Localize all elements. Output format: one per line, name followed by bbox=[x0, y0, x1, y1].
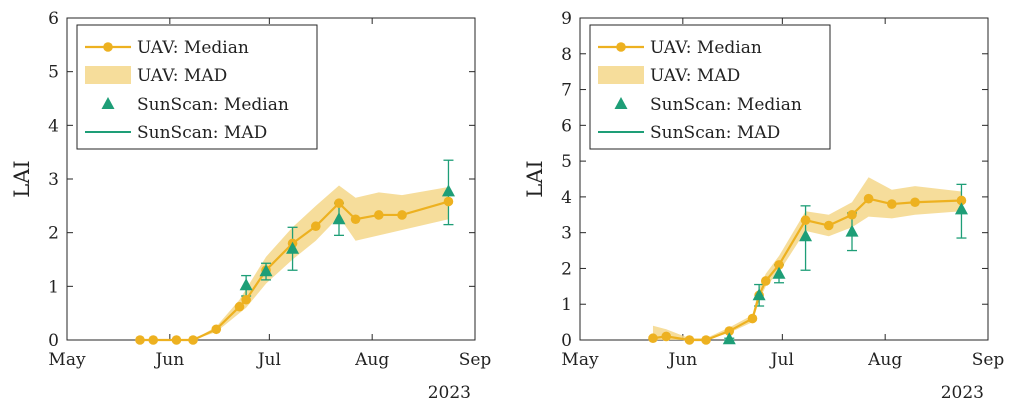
sunscan-median-point bbox=[259, 264, 273, 277]
uav-median-point bbox=[747, 313, 758, 324]
uav-median-point bbox=[887, 199, 897, 209]
sunscan-median-point bbox=[441, 184, 455, 197]
chart-panel-1: 0 1 2 3 4 5 6 May Jun Jul Aug Sep 2023 LAI UAV: Median… bbox=[10, 9, 491, 403]
sunscan-median-point bbox=[286, 241, 300, 254]
uav-median-line bbox=[652, 197, 962, 342]
x-tick-label: Jun bbox=[153, 350, 184, 370]
y-tick-label: 2 bbox=[561, 259, 572, 279]
y-tick-label: 1 bbox=[48, 277, 59, 297]
x-tick-label: May bbox=[48, 350, 86, 370]
sunscan-median-point bbox=[332, 212, 346, 225]
uav-median-point bbox=[910, 197, 920, 208]
y-tick-label: 1 bbox=[561, 295, 572, 315]
sunscan-median-point bbox=[799, 229, 813, 242]
legend-uav-median-marker bbox=[616, 42, 626, 52]
legend-uav-mad-swatch bbox=[85, 66, 131, 84]
legend-uav-mad-swatch bbox=[598, 66, 644, 84]
legend: UAV: Median UAV: MAD SunScan: Median SunSca… bbox=[589, 24, 831, 150]
y-tick-label: 0 bbox=[48, 331, 59, 351]
legend-sunscan-median-marker bbox=[101, 97, 115, 109]
legend-box bbox=[589, 24, 831, 150]
uav-median-point bbox=[310, 221, 321, 232]
legend-label: SunScan: MAD bbox=[650, 123, 780, 143]
y-tick-label: 0 bbox=[561, 331, 572, 351]
y-tick-label: 4 bbox=[48, 116, 59, 136]
legend-sunscan-median-marker bbox=[614, 97, 628, 109]
y-tick-label: 5 bbox=[561, 152, 572, 172]
y-tick-label: 4 bbox=[561, 188, 572, 208]
uav-median-point bbox=[188, 335, 198, 345]
chart-panel-2: 0 1 2 3 4 5 6 7 8 9 May Jun Jul Aug Sep 2023 LAI UAV: Med… bbox=[523, 9, 1004, 403]
uav-median-point bbox=[443, 196, 454, 207]
uav-median-point bbox=[648, 333, 658, 344]
y-tick-label: 7 bbox=[561, 81, 572, 101]
uav-median-point bbox=[397, 210, 407, 220]
uav-median-point bbox=[684, 335, 695, 345]
uav-mad-band bbox=[139, 185, 449, 340]
y-tick-label: 5 bbox=[48, 63, 59, 83]
y-axis-label: LAI bbox=[10, 160, 34, 197]
legend-label: SunScan: Median bbox=[650, 95, 802, 115]
legend-label: SunScan: MAD bbox=[137, 123, 267, 143]
sunscan-median-point bbox=[954, 202, 968, 215]
uav-median-point bbox=[171, 335, 182, 345]
y-axis-label: LAI bbox=[523, 160, 547, 197]
sunscan-median-point bbox=[239, 278, 253, 291]
x-tick-label: Aug bbox=[354, 350, 389, 370]
sunscan-median-point bbox=[722, 332, 736, 345]
x-year-label: 2023 bbox=[428, 383, 471, 403]
legend-uav-median-marker bbox=[103, 42, 113, 52]
y-tick-label: 3 bbox=[48, 170, 59, 190]
uav-median-point bbox=[800, 215, 811, 225]
sunscan-median-point bbox=[845, 224, 859, 237]
uav-median-point bbox=[350, 214, 361, 225]
uav-median-point bbox=[760, 276, 771, 286]
legend-label: UAV: Median bbox=[650, 38, 762, 58]
uav-median-point bbox=[211, 324, 222, 335]
uav-median-point bbox=[724, 326, 735, 336]
uav-median-point bbox=[661, 331, 672, 342]
uav-median-point bbox=[774, 260, 784, 270]
legend-label: SunScan: Median bbox=[137, 95, 289, 115]
legend-label: UAV: MAD bbox=[137, 66, 227, 86]
y-tick-label: 6 bbox=[561, 116, 572, 136]
y-tick-label: 2 bbox=[48, 224, 59, 244]
x-tick-label: Jul bbox=[256, 350, 281, 370]
uav-median-point bbox=[135, 335, 145, 345]
x-tick-label: Jun bbox=[666, 350, 697, 370]
uav-mad-band bbox=[652, 177, 962, 340]
uav-median-point bbox=[241, 294, 251, 305]
legend: UAV: Median UAV: MAD SunScan: Median SunSca… bbox=[76, 24, 318, 150]
uav-median-point bbox=[701, 335, 711, 345]
sunscan-median-point bbox=[772, 266, 786, 279]
y-tick-label: 3 bbox=[561, 224, 572, 244]
x-tick-label: Jul bbox=[769, 350, 794, 370]
uav-median-point bbox=[148, 335, 159, 345]
uav-median-point bbox=[374, 210, 384, 220]
uav-median-point bbox=[847, 209, 857, 220]
y-tick-label: 8 bbox=[561, 45, 572, 65]
x-year-label: 2023 bbox=[941, 383, 984, 403]
uav-median-point bbox=[863, 193, 874, 204]
x-tick-label: Sep bbox=[459, 350, 492, 370]
x-tick-label: May bbox=[561, 350, 599, 370]
axes-frame bbox=[579, 17, 989, 341]
uav-median-point bbox=[234, 301, 245, 312]
legend-box bbox=[76, 24, 318, 150]
uav-median-point bbox=[334, 198, 344, 208]
y-tick-label: 9 bbox=[561, 9, 572, 29]
uav-median-point bbox=[823, 220, 834, 231]
y-tick-label: 6 bbox=[48, 9, 59, 29]
x-tick-label: Sep bbox=[972, 350, 1005, 370]
x-tick-label: Aug bbox=[867, 350, 902, 370]
legend-label: UAV: Median bbox=[137, 38, 249, 58]
legend-label: UAV: MAD bbox=[650, 66, 740, 86]
uav-median-point bbox=[956, 195, 967, 206]
sunscan-median-point bbox=[752, 288, 766, 301]
